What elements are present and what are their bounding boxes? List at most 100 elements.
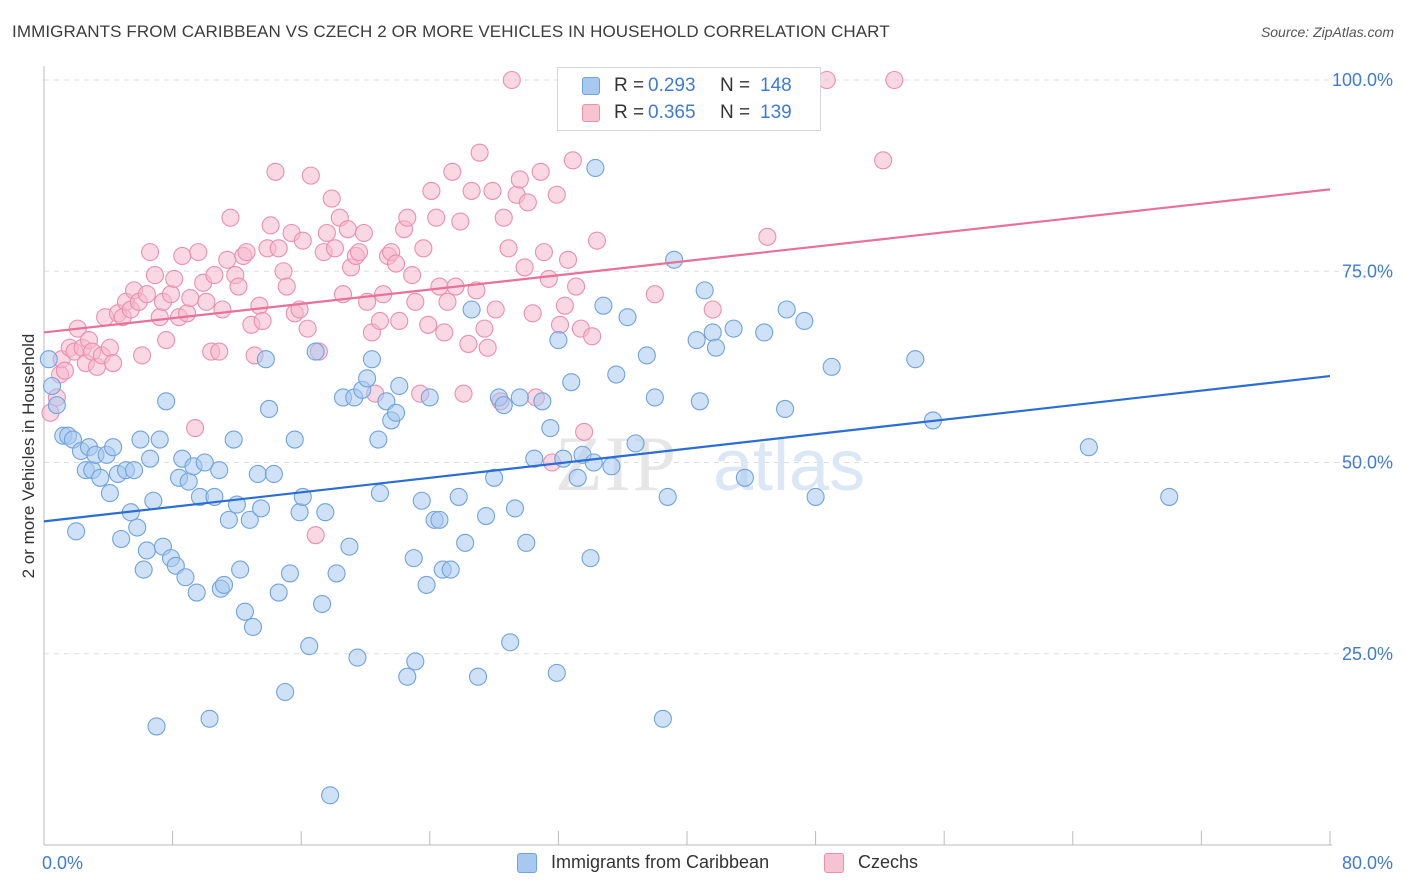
caribbean-point <box>386 403 406 422</box>
caribbean-point <box>259 399 279 419</box>
caribbean-point <box>264 464 283 484</box>
czechs-point <box>137 285 156 304</box>
pink-swatch <box>582 104 600 122</box>
czechs-point <box>301 166 320 185</box>
caribbean-point <box>533 392 552 411</box>
czechs-point <box>253 311 272 331</box>
legend-item-czechs[interactable]: Czechs <box>824 852 918 873</box>
caribbean-point <box>404 549 423 568</box>
caribbean-point <box>100 484 119 503</box>
czechs-point <box>277 277 296 296</box>
caribbean-point <box>777 300 796 319</box>
stats-row-czechs: R = 0.365 N = 139 <box>582 102 792 124</box>
czechs-point <box>531 162 550 181</box>
caribbean-point <box>91 468 110 487</box>
czechs-point <box>325 239 345 258</box>
caribbean-point <box>525 449 544 468</box>
caribbean-point <box>280 564 299 583</box>
caribbean-point <box>412 491 431 510</box>
series-legend: Immigrants from Caribbean Czechs <box>0 852 1406 878</box>
x-tick-label-min: 0.0% <box>42 853 83 873</box>
axes <box>43 66 1332 846</box>
caribbean-point <box>362 350 381 369</box>
czechs-point <box>104 353 123 373</box>
czechs-point <box>403 266 422 285</box>
czechs-point <box>390 311 409 331</box>
r-label: R = <box>614 102 645 123</box>
czechs-point <box>141 243 160 262</box>
legend-item-caribbean[interactable]: Immigrants from Caribbean <box>517 852 769 873</box>
czechs-point <box>486 300 505 319</box>
caribbean-point <box>505 499 525 518</box>
caribbean-point <box>607 365 626 384</box>
caribbean-point <box>137 541 156 560</box>
czechs-point <box>100 338 119 357</box>
caribbean-point <box>147 717 166 736</box>
czechs-point <box>197 292 216 311</box>
caribbean-point <box>248 464 267 484</box>
caribbean-point <box>626 434 645 453</box>
czechs-point <box>645 285 664 304</box>
czechs-point <box>575 422 594 441</box>
caribbean-point <box>224 430 243 449</box>
r-value: 0.365 <box>648 102 696 123</box>
stats-row-caribbean: R = 0.293 N = 148 <box>582 75 792 97</box>
caribbean-point <box>695 281 714 300</box>
czechs-point <box>438 292 457 311</box>
caribbean-point <box>124 461 144 480</box>
caribbean-point <box>706 338 725 357</box>
czechs-point <box>475 319 494 338</box>
czechs-point <box>205 266 224 285</box>
czechs-point <box>414 239 433 258</box>
caribbean-point <box>618 308 637 327</box>
y-axis-label: 2 or more Vehicles in Household <box>19 334 38 579</box>
czechs-trend-line <box>43 188 1331 334</box>
czechs-point <box>221 208 240 227</box>
czechs-point <box>338 220 357 239</box>
legend-label: Czechs <box>858 852 919 872</box>
caribbean-point <box>321 786 340 805</box>
caribbean-point <box>735 468 754 487</box>
caribbean-point <box>547 663 566 682</box>
caribbean-point <box>449 487 468 506</box>
stats-legend: R = 0.293 N = 148 R = 0.365 N = 139 <box>557 67 821 131</box>
caribbean-point <box>645 388 664 407</box>
caribbean-point <box>276 682 295 702</box>
caribbean-point <box>406 652 425 671</box>
czechs-point <box>563 151 582 170</box>
caribbean-point <box>806 487 825 506</box>
caribbean-point <box>541 419 560 438</box>
czechs-point <box>451 212 470 231</box>
caribbean-point <box>200 709 219 728</box>
czechs-point <box>499 239 518 258</box>
czechs-point <box>550 315 570 334</box>
caribbean-point <box>219 510 238 529</box>
caribbean-point <box>313 594 332 614</box>
caribbean-point <box>112 529 131 549</box>
czechs-point <box>558 250 578 269</box>
czechs-point <box>386 254 406 273</box>
caribbean-point <box>306 342 325 361</box>
czechs-point <box>370 311 390 331</box>
czechs-point <box>523 304 542 323</box>
y-tick-label: 100.0% <box>1332 70 1393 90</box>
czechs-point <box>470 143 489 162</box>
caribbean-point <box>285 430 304 449</box>
trend-lines <box>43 188 1331 523</box>
y-tick-label: 75.0% <box>1342 261 1393 281</box>
czechs-point <box>213 300 232 319</box>
czechs-point <box>178 304 197 323</box>
caribbean-point <box>179 472 198 491</box>
czechs-point <box>467 281 486 300</box>
caribbean-point <box>300 637 319 656</box>
tick-labels: 25.0% 50.0% 75.0% 100.0% 0.0% 80.0% <box>42 70 1393 873</box>
czechs-point <box>250 296 269 315</box>
caribbean-point <box>176 568 195 587</box>
czechs-point <box>181 288 200 308</box>
czechs-point <box>462 181 481 200</box>
czechs-point <box>494 208 513 227</box>
czechs-point <box>567 277 586 296</box>
czechs-point <box>703 300 722 319</box>
caribbean-point <box>398 667 417 686</box>
